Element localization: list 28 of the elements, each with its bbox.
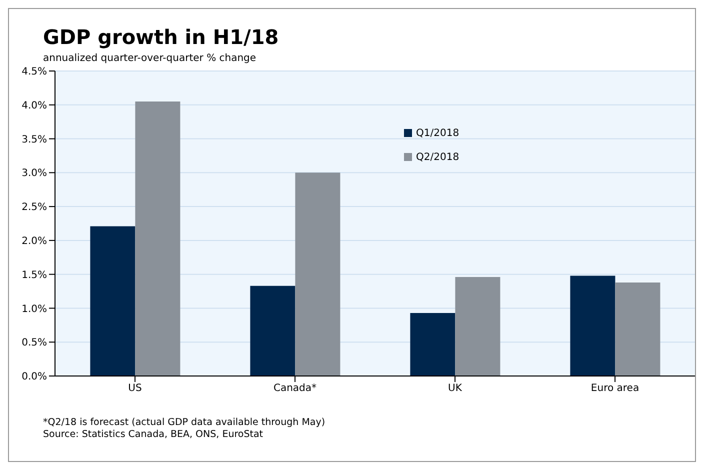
y-tick-label: 1.5%: [22, 270, 47, 281]
bar: [135, 102, 180, 376]
bar: [410, 312, 456, 376]
x-tick-label: Canada*: [273, 383, 317, 394]
y-tick-label: 4.5%: [22, 66, 47, 78]
bar: [570, 276, 616, 376]
y-tick-label: 0.5%: [22, 338, 47, 349]
bar: [250, 286, 296, 376]
chart-subtitle: annualized quarter-over-quarter % change: [43, 53, 256, 64]
x-tick-label: Euro area: [590, 383, 640, 394]
bar: [90, 226, 136, 376]
y-tick-label: 3.0%: [22, 168, 47, 180]
y-tick-label: 1.0%: [22, 304, 47, 315]
bar: [615, 282, 660, 376]
x-tick-label: UK: [448, 383, 462, 394]
legend-label: Q1/2018: [416, 128, 460, 138]
legend-label: Q2/2018: [416, 152, 460, 162]
bar: [295, 172, 340, 376]
y-tick-label: 0.0%: [22, 372, 47, 383]
y-tick-label: 2.5%: [22, 202, 47, 214]
y-tick-label: 3.5%: [22, 134, 47, 146]
y-tick-label: 2.0%: [22, 236, 47, 247]
source-note: Source: Statistics Canada, BEA, ONS, EuroStat: [43, 429, 264, 441]
bar: [455, 277, 500, 376]
y-tick-label: 4.0%: [22, 100, 47, 112]
chart-title: GDP growth in H1/18: [43, 25, 279, 49]
text: *Q2/18 is forecast (actual GDP data available through May): [43, 417, 326, 429]
x-tick-label: US: [128, 383, 142, 394]
